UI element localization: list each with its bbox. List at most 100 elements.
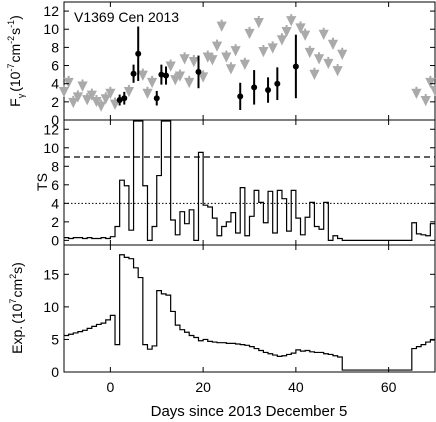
detection-point — [116, 97, 123, 104]
detection-point — [292, 63, 299, 70]
upper-limit-arrow — [165, 59, 176, 72]
y-tick-label: 2 — [51, 94, 59, 110]
exposure-step-line — [64, 254, 435, 371]
detection-point — [121, 95, 128, 102]
upper-limit-arrow — [174, 69, 186, 82]
upper-limit-arrow — [184, 75, 195, 89]
upper-limit-arrow — [68, 95, 79, 109]
upper-limit-arrow — [109, 97, 121, 110]
upper-limit-arrow — [327, 37, 339, 50]
exposure-ylabel: Exp.(107cm2s) — [8, 262, 25, 354]
upper-limit-arrow — [198, 70, 209, 83]
upper-limit-arrow — [300, 28, 311, 41]
upper-limit-arrow — [258, 45, 269, 58]
upper-limit-arrow — [105, 86, 116, 100]
detection-point — [135, 50, 142, 57]
upper-limit-arrow — [304, 45, 315, 59]
upper-limit-arrow — [323, 56, 334, 70]
x-tick-label: 20 — [195, 379, 211, 395]
upper-limit-arrow — [72, 90, 84, 103]
y-tick-label: 12 — [43, 121, 59, 137]
upper-limit-arrow — [337, 47, 348, 60]
upper-limit-arrow — [179, 52, 190, 65]
upper-limit-arrow — [420, 94, 431, 107]
x-tick-label: 0 — [106, 379, 114, 395]
y-tick-label: 8 — [51, 39, 59, 55]
ts-step-line — [64, 120, 435, 241]
upper-limit-arrow — [313, 52, 325, 65]
ts-reference-lines — [64, 156, 435, 204]
detection-point — [153, 95, 160, 102]
upper-limit-arrow — [100, 92, 111, 105]
x-axis-label: Days since 2013 December 5 — [151, 403, 348, 420]
upper-limit-arrow — [429, 84, 436, 97]
flux-annotation: V1369 Cen 2013 — [74, 9, 179, 25]
upper-limit-arrow — [207, 53, 218, 66]
upper-limit-arrow — [286, 14, 297, 27]
detection-point — [274, 80, 281, 87]
upper-limit-arrow — [137, 68, 148, 81]
detection-point — [158, 71, 165, 78]
y-tick-label: 12 — [43, 3, 59, 19]
y-tick-label: 2 — [51, 214, 59, 230]
upper-limit-arrow — [230, 44, 241, 57]
y-tick-label: 10 — [43, 21, 59, 37]
y-tick-label: 10 — [43, 140, 59, 156]
detection-point — [130, 70, 137, 77]
ts-ylabel: TS — [34, 173, 50, 191]
upper-limit-arrow — [123, 84, 135, 98]
upper-limit-arrow — [142, 86, 153, 100]
y-tick-label: 0 — [51, 232, 59, 248]
upper-limit-arrow — [77, 79, 88, 92]
y-tick-label: 6 — [51, 177, 59, 193]
upper-limit-arrow — [188, 55, 199, 68]
detection-point — [195, 68, 202, 75]
upper-limit-arrow — [216, 19, 227, 32]
x-tick-label: 60 — [381, 379, 397, 395]
detection-point — [251, 84, 258, 91]
detection-point — [237, 93, 244, 100]
y-tick-label: 10 — [43, 299, 59, 315]
upper-limit-arrow — [253, 15, 264, 29]
upper-limit-arrow — [86, 88, 97, 101]
detection-point — [265, 87, 272, 94]
upper-limit-arrow — [411, 86, 422, 100]
upper-limit-arrow — [91, 94, 102, 108]
upper-limit-arrow — [95, 99, 107, 112]
upper-limit-arrow — [225, 62, 237, 75]
upper-limit-arrow — [244, 26, 255, 40]
y-tick-label: 15 — [43, 266, 59, 282]
upper-limit-arrow — [267, 41, 278, 54]
upper-limit-arrow — [318, 27, 329, 41]
upper-limit-arrow — [332, 64, 343, 77]
flux-ylabel: Fγ(10-7cm-2s-1) — [6, 15, 26, 107]
flux-marks — [58, 14, 436, 112]
x-tick-label: 40 — [288, 379, 304, 395]
y-tick-label: 4 — [51, 195, 59, 211]
upper-limit-arrow — [309, 67, 320, 80]
detection-point — [163, 72, 170, 79]
y-tick-label: 0 — [51, 112, 59, 128]
flux-panel: 0 2 4 6 8 10 12 V1369 Cen 2013 Fγ(10-7cm-2s-1) — [6, 1, 436, 128]
upper-limit-arrow — [425, 75, 436, 89]
y-tick-label: 5 — [51, 331, 59, 347]
y-tick-label: 4 — [51, 76, 59, 92]
upper-limit-arrow — [63, 75, 74, 89]
upper-limit-arrow — [221, 50, 232, 63]
upper-limit-arrow — [146, 75, 158, 89]
upper-limit-arrow — [82, 93, 93, 106]
upper-limit-arrow — [295, 21, 306, 34]
upper-limit-arrow — [239, 57, 250, 70]
upper-limit-arrow — [58, 84, 70, 98]
upper-limit-arrow — [170, 73, 181, 86]
exposure-panel-frame — [63, 244, 436, 373]
upper-limit-arrow — [281, 25, 292, 38]
y-tick-label: 6 — [51, 58, 59, 74]
upper-limit-arrow — [211, 39, 223, 52]
y-tick-label: 8 — [51, 158, 59, 174]
y-tick-label: 0 — [51, 364, 59, 380]
ts-panel: 0 2 4 6 8 10 12 TS — [34, 119, 436, 248]
upper-limit-arrow — [276, 33, 288, 46]
